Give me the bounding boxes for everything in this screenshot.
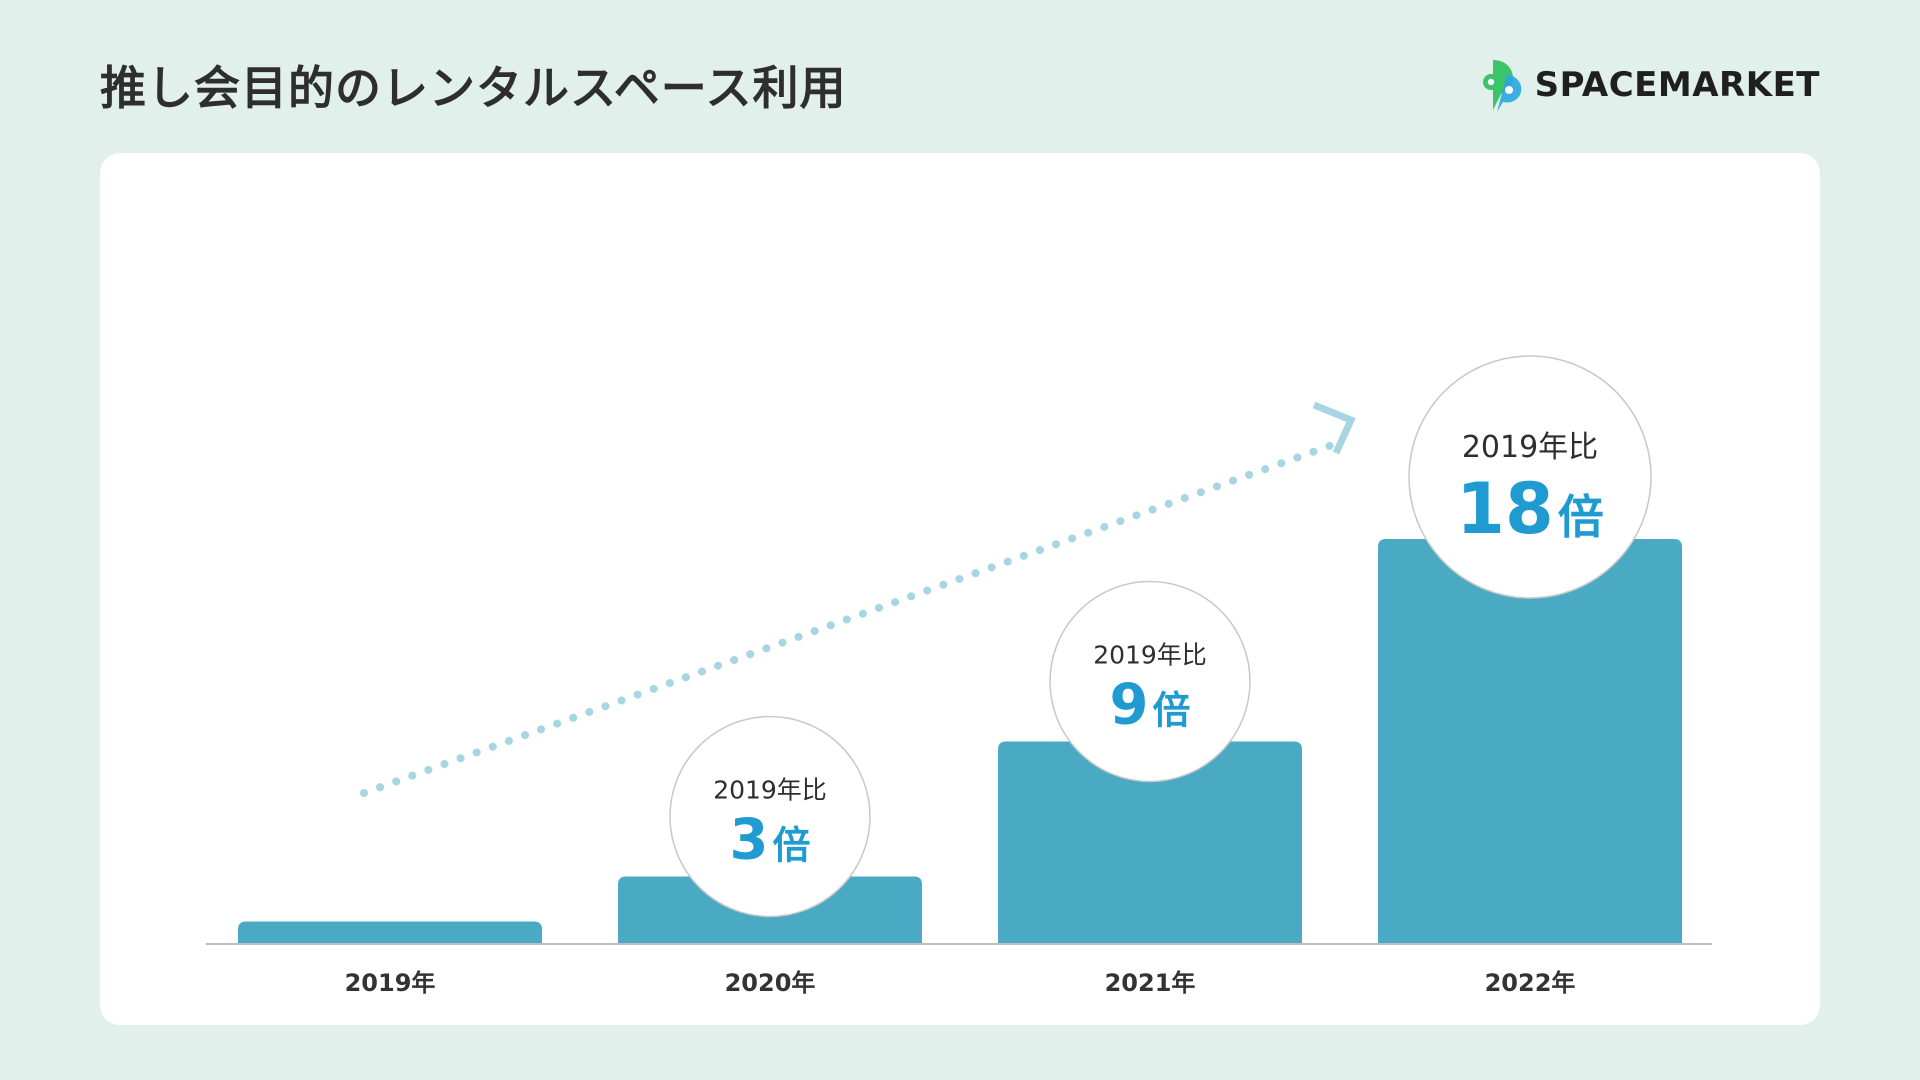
page-title: 推し会目的のレンタルスペース利用 (100, 61, 847, 115)
bars (238, 539, 1682, 944)
ratio-unit: 倍 (1558, 490, 1604, 544)
x-tick-label: 2019年 (345, 969, 436, 997)
bubble-label: 2019年比 (1093, 641, 1207, 670)
ratio-number: 9 (1110, 673, 1149, 738)
brand-logo: SPACEMARKET (1477, 58, 1820, 112)
ratio-number: 18 (1456, 468, 1553, 550)
ratio-bubble: 2019年比 3 倍 (669, 715, 871, 918)
bubble-label: 2019年比 (1462, 430, 1598, 465)
chart-panel: 2019年 2020年 2021年 2022年 2019年比 3 倍 2019年比 9 倍 201… (100, 153, 1820, 1025)
bar-1 (238, 921, 542, 944)
brand-name: SPACEMARKET (1534, 65, 1820, 105)
bubble-circle (1049, 580, 1251, 783)
x-tick-label: 2021年 (1105, 969, 1196, 997)
bar-3 (998, 741, 1302, 944)
bar-4 (1378, 539, 1682, 944)
bubble-value: 18倍 (1456, 468, 1603, 550)
x-tick-label: 2020年 (725, 969, 816, 997)
ratio-number: 3 (730, 808, 769, 873)
x-axis-ticks: 2019年 2020年 2021年 2022年 (345, 969, 1576, 997)
bubble-circle (1408, 355, 1652, 599)
ratio-bubble: 2019年比 9 倍 (1049, 580, 1251, 783)
trend-dotted-line (360, 440, 1339, 797)
trend-arrow (360, 401, 1356, 797)
trend-arrowhead (1312, 401, 1356, 455)
ratio-unit: 倍 (1152, 689, 1190, 733)
bubble-label: 2019年比 (713, 776, 827, 805)
ratio-unit: 倍 (772, 824, 810, 868)
x-tick-label: 2022年 (1485, 969, 1576, 997)
spacemarket-logo-icon (1482, 60, 1522, 112)
bubble-circle (669, 715, 871, 918)
